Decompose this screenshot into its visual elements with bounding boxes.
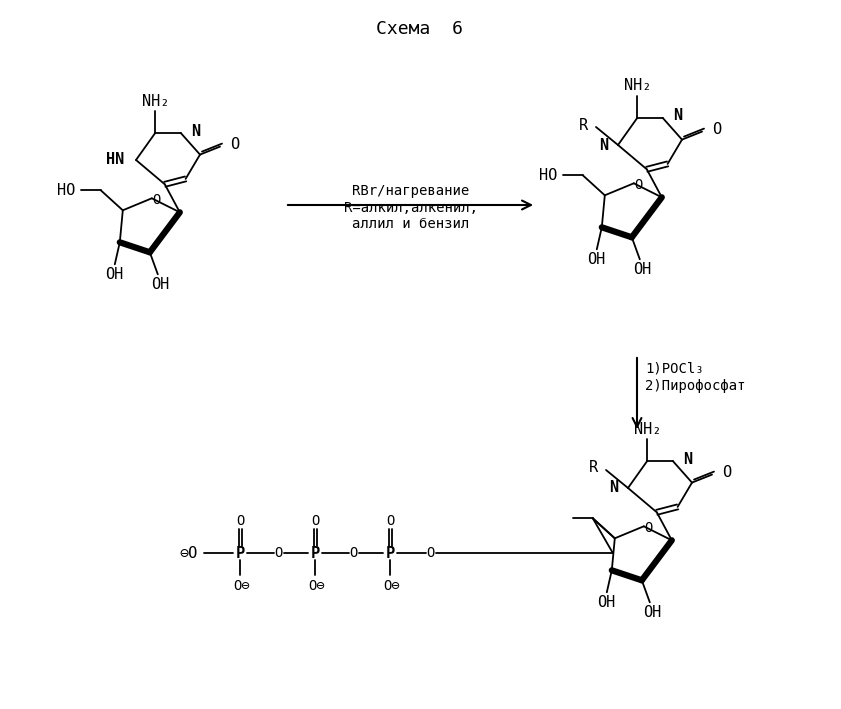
Text: O: O: [386, 514, 394, 528]
Text: R: R: [589, 461, 598, 476]
Text: аллил и бензил: аллил и бензил: [352, 217, 469, 231]
Text: NH₂: NH₂: [623, 79, 651, 94]
Text: NH₂: NH₂: [141, 94, 169, 108]
Text: N: N: [191, 123, 200, 138]
Text: NH₂: NH₂: [633, 421, 661, 437]
Text: OH: OH: [587, 252, 605, 267]
Text: O: O: [311, 514, 320, 528]
Text: O: O: [152, 194, 161, 207]
Text: O⊖: O⊖: [309, 579, 325, 593]
Text: OH: OH: [151, 277, 169, 292]
Text: O: O: [235, 514, 244, 528]
Text: OH: OH: [632, 262, 651, 277]
Text: HN: HN: [106, 152, 124, 167]
Text: O: O: [635, 178, 643, 192]
Text: O⊖: O⊖: [234, 579, 251, 593]
Text: P: P: [235, 545, 245, 561]
Text: O: O: [274, 546, 283, 560]
Text: O⊖: O⊖: [383, 579, 400, 593]
Text: 1)POCl₃: 1)POCl₃: [645, 361, 704, 375]
Text: O: O: [712, 122, 721, 137]
Text: HO: HO: [538, 168, 557, 183]
Text: N: N: [683, 452, 692, 467]
Text: RBr/нагревание: RBr/нагревание: [352, 184, 469, 198]
Text: R=алкил,алкенил,: R=алкил,алкенил,: [344, 201, 478, 215]
Text: OH: OH: [104, 267, 123, 281]
Text: O: O: [426, 546, 434, 560]
Text: Схема  6: Схема 6: [377, 20, 463, 38]
Text: ⊖O: ⊖O: [180, 545, 198, 561]
Text: P: P: [385, 545, 394, 561]
Text: 2)Пирофосфат: 2)Пирофосфат: [645, 379, 745, 393]
Text: O: O: [349, 546, 357, 560]
Text: O: O: [230, 137, 239, 152]
Text: N: N: [609, 481, 618, 496]
Text: R: R: [579, 118, 588, 133]
Text: O: O: [644, 521, 653, 535]
Text: O: O: [722, 465, 731, 480]
Text: P: P: [310, 545, 320, 561]
Text: N: N: [673, 108, 682, 123]
Text: N: N: [599, 138, 608, 152]
Text: HO: HO: [56, 183, 75, 198]
Text: OH: OH: [596, 595, 615, 610]
Text: OH: OH: [643, 605, 661, 620]
